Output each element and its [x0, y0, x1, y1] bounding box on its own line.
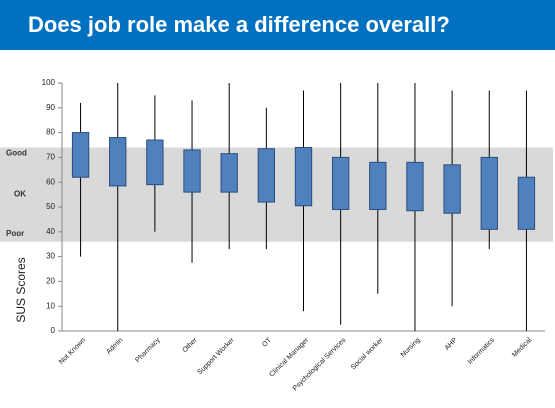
- x-tick-label: Medical: [511, 336, 533, 358]
- y-tick-label: 50: [46, 202, 55, 211]
- y-tick-label: 20: [46, 277, 55, 286]
- band-label: OK: [14, 190, 26, 199]
- x-tick-label: OT: [261, 336, 273, 348]
- y-tick-label: 10: [46, 301, 55, 310]
- x-tick-label: Nursing: [400, 337, 422, 359]
- y-tick-label: 80: [46, 128, 55, 137]
- x-tick-label: Admin: [105, 337, 124, 356]
- x-tick-label: Social worker: [350, 336, 385, 371]
- box: [109, 137, 127, 187]
- shaded-range: [0, 147, 553, 242]
- band-label: Good: [6, 149, 27, 158]
- box: [183, 149, 201, 193]
- box: [369, 161, 387, 210]
- x-tick-label: Pharmacy: [134, 336, 162, 364]
- y-tick-label: 40: [46, 227, 55, 236]
- box: [406, 161, 424, 212]
- y-axis-label: SUS Scores: [14, 257, 28, 322]
- y-tick-label: 100: [42, 78, 56, 87]
- x-tick-label: Clinical Manager: [268, 336, 310, 378]
- box: [220, 153, 238, 193]
- box: [517, 176, 536, 230]
- box: [146, 139, 164, 186]
- x-tick-label: Other: [181, 336, 199, 354]
- y-tick-label: 60: [46, 177, 55, 186]
- box: [294, 146, 313, 207]
- x-tick-label: Informatics: [467, 336, 497, 366]
- box: [331, 156, 350, 210]
- y-tick-label: 70: [46, 153, 55, 162]
- x-tick-label: Not Known: [58, 337, 87, 366]
- title-bar: [0, 0, 555, 50]
- box: [257, 148, 276, 203]
- box: [480, 156, 498, 230]
- box: [443, 164, 461, 214]
- x-tick-label: AHP: [444, 337, 459, 352]
- y-tick-label: 0: [51, 326, 56, 335]
- y-tick-label: 90: [46, 103, 55, 112]
- chart-title: Does job role make a difference overall?: [28, 12, 450, 37]
- band-label: Poor: [6, 229, 24, 238]
- box: [71, 132, 90, 178]
- x-tick-label: Support Worker: [196, 336, 236, 376]
- y-tick-label: 30: [46, 252, 55, 261]
